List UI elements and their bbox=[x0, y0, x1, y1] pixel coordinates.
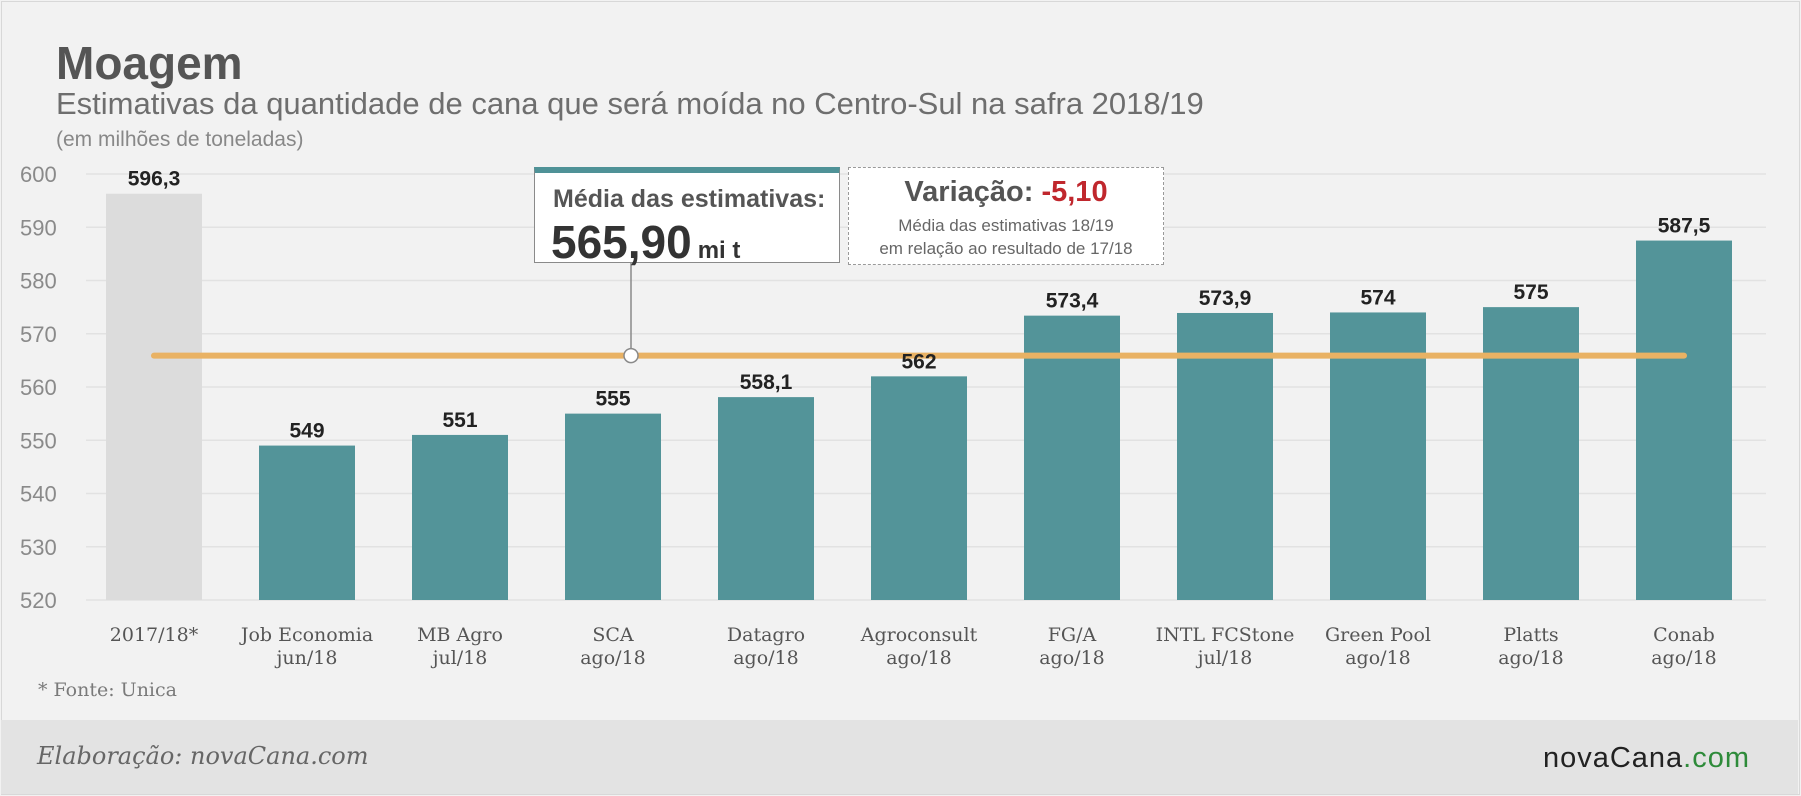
brand-name: novaCana bbox=[1542, 742, 1684, 774]
category-label: SCA bbox=[592, 624, 634, 646]
bar-chart: 520 530 540 550 560 570 580 590 600 596,3 549 551 55… bbox=[20, 162, 1766, 669]
value-label: 596,3 bbox=[128, 168, 181, 191]
bar bbox=[106, 193, 202, 600]
category-label: INTL FCStone bbox=[1156, 624, 1295, 646]
category-label: ago/18 bbox=[1498, 647, 1564, 669]
value-label: 558,1 bbox=[740, 371, 793, 394]
category-label: Agroconsult bbox=[860, 624, 978, 646]
y-tick-label: 590 bbox=[20, 215, 57, 240]
category-label: Platts bbox=[1503, 624, 1558, 646]
value-label: 573,9 bbox=[1199, 287, 1252, 310]
category-label: 2017/18* bbox=[110, 624, 199, 646]
bar bbox=[1177, 312, 1273, 600]
footer-bar: Elaboração: novaCana.com novaCana.com bbox=[1, 720, 1798, 794]
variation-head: Variação: -5,10 bbox=[849, 176, 1163, 209]
bar bbox=[412, 434, 508, 600]
bar bbox=[259, 445, 355, 600]
value-label: 587,5 bbox=[1658, 215, 1711, 238]
average-value-row: 565,90 mi t bbox=[551, 215, 740, 269]
y-tick-label: 600 bbox=[20, 162, 57, 187]
category-label: Conab bbox=[1653, 624, 1715, 646]
source-footnote: * Fonte: Unica bbox=[38, 679, 177, 701]
chart-subtitle: Estimativas da quantidade de cana que se… bbox=[56, 86, 1204, 121]
average-unit: mi t bbox=[697, 237, 741, 264]
category-label: ago/18 bbox=[1651, 647, 1717, 669]
bar bbox=[1483, 307, 1579, 600]
bar bbox=[871, 376, 967, 600]
average-callout: Média das estimativas: 565,90 mi t bbox=[534, 167, 840, 268]
average-marker bbox=[623, 347, 639, 364]
category-label: jun/18 bbox=[275, 647, 338, 669]
y-tick-label: 540 bbox=[20, 482, 57, 507]
category-label: Job Economia bbox=[239, 624, 373, 646]
category-label: ago/18 bbox=[580, 647, 646, 669]
value-label: 551 bbox=[442, 409, 477, 432]
bar bbox=[1024, 315, 1120, 600]
average-label: Média das estimativas: bbox=[553, 185, 826, 213]
category-label: Datagro bbox=[727, 624, 805, 646]
credit-text: Elaboração: novaCana.com bbox=[37, 742, 369, 770]
category-label: ago/18 bbox=[886, 647, 952, 669]
category-label: FG/A bbox=[1048, 624, 1097, 646]
y-tick-label: 530 bbox=[20, 535, 57, 560]
chart-title: Moagem bbox=[56, 37, 243, 89]
bar bbox=[718, 397, 814, 600]
brand-domain: .com bbox=[1683, 742, 1750, 774]
variation-note-line2: em relação ao resultado de 17/18 bbox=[879, 239, 1133, 258]
category-label: jul/18 bbox=[431, 647, 488, 669]
y-tick-label: 580 bbox=[20, 269, 57, 294]
y-tick-label: 570 bbox=[20, 322, 57, 347]
value-label: 575 bbox=[1513, 281, 1548, 304]
y-tick-label: 520 bbox=[20, 588, 57, 613]
variation-callout: Variação: -5,10 Média das estimativas 18… bbox=[848, 167, 1164, 265]
y-tick-label: 550 bbox=[20, 428, 57, 453]
average-value: 565,90 bbox=[551, 216, 692, 268]
bar bbox=[1636, 240, 1732, 600]
value-label: 555 bbox=[595, 388, 630, 411]
category-label: ago/18 bbox=[1039, 647, 1105, 669]
category-label: jul/18 bbox=[1196, 647, 1253, 669]
category-label: MB Agro bbox=[417, 624, 503, 646]
bar bbox=[1330, 312, 1426, 600]
category-label: ago/18 bbox=[733, 647, 799, 669]
variation-note: Média das estimativas 18/19 em relação a… bbox=[849, 214, 1163, 260]
value-label: 562 bbox=[901, 350, 936, 373]
y-tick-label: 560 bbox=[20, 375, 57, 400]
value-label: 574 bbox=[1360, 286, 1395, 309]
category-label: ago/18 bbox=[1345, 647, 1411, 669]
value-label: 549 bbox=[289, 420, 324, 443]
value-label: 573,4 bbox=[1046, 290, 1099, 313]
unit-note: (em milhões de toneladas) bbox=[56, 128, 304, 151]
variation-value: -5,10 bbox=[1041, 176, 1108, 208]
category-label: Green Pool bbox=[1325, 624, 1431, 646]
variation-label: Variação: bbox=[904, 176, 1034, 208]
bar bbox=[565, 413, 661, 600]
variation-note-line1: Média das estimativas 18/19 bbox=[898, 216, 1114, 235]
brand-logo: novaCana.com bbox=[1543, 742, 1750, 775]
